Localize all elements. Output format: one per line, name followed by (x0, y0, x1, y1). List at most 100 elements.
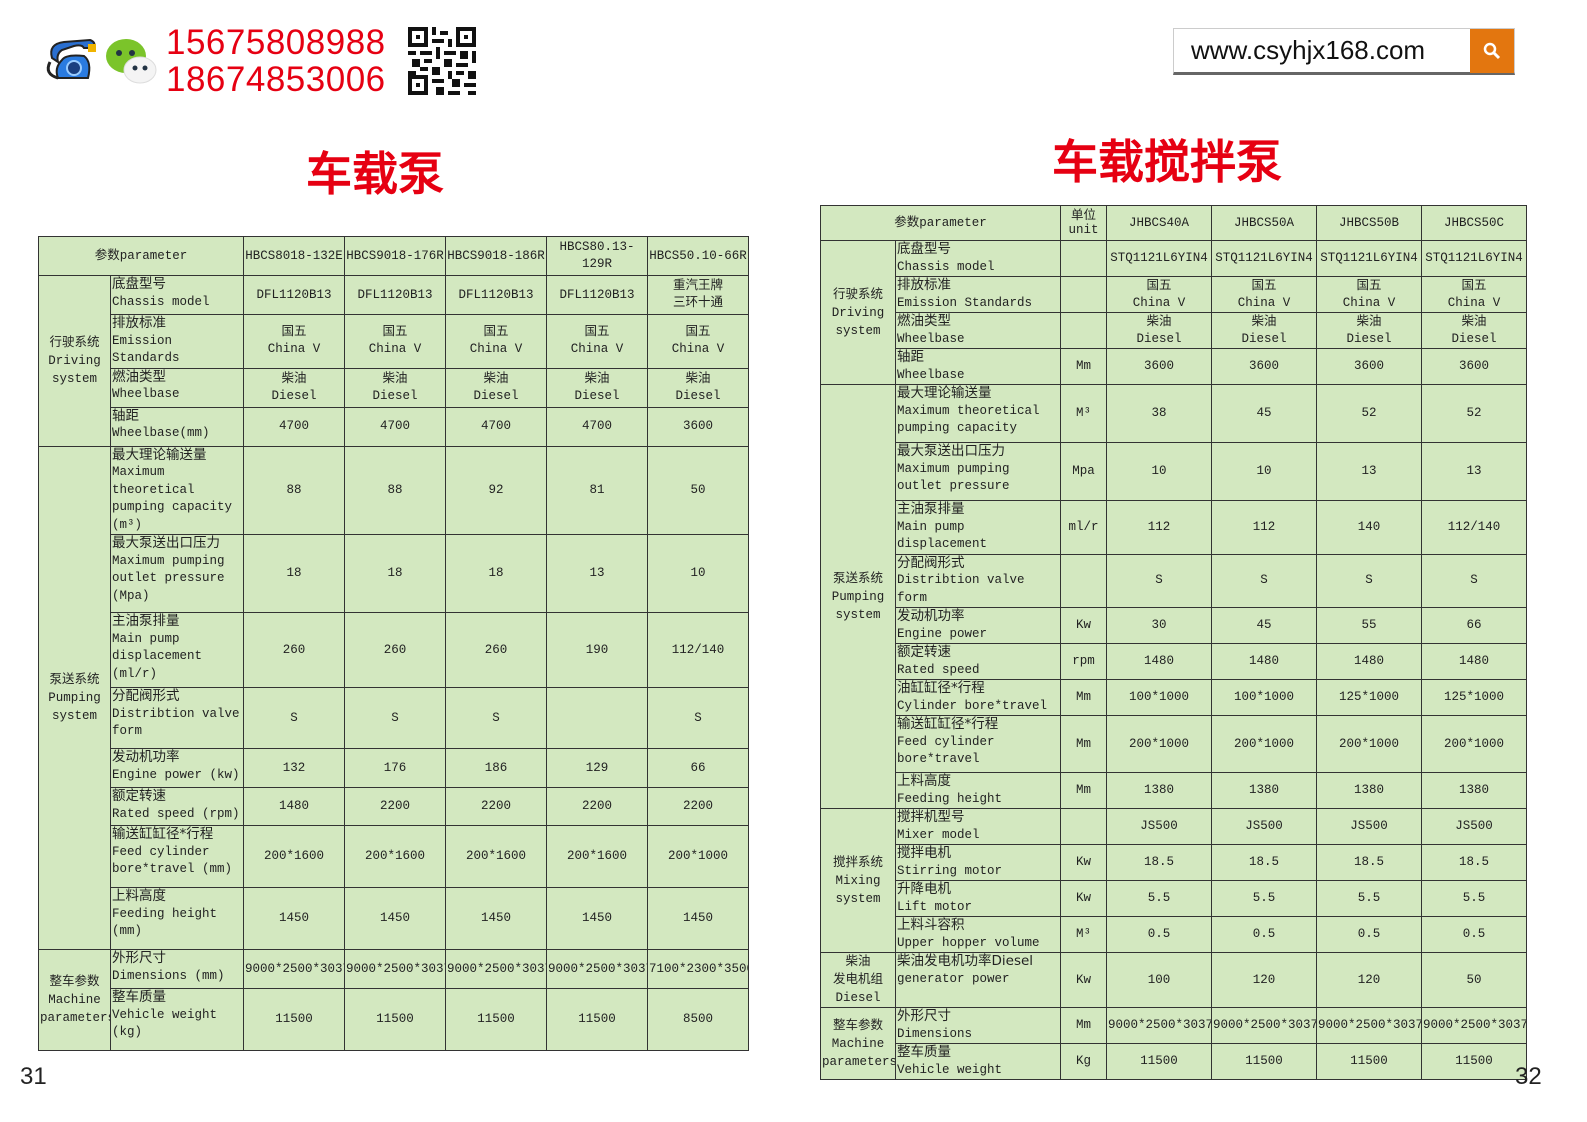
value-cell: 国五 China V (445, 314, 548, 369)
value-cell: 国五 China V (344, 314, 447, 369)
table-row: 排放标准 Emission Standards 国五 China V 国五 China… (39, 314, 750, 369)
value-cell: STQ1121L6YIN4 (1211, 240, 1318, 277)
value-cell: 18 (344, 534, 447, 613)
search-box[interactable]: www.csyhjx168.com (1173, 28, 1515, 75)
parameter-cell: 外形尺寸 Dimensions (mm) (109, 949, 245, 989)
value-cell: 176 (344, 748, 447, 788)
value-cell (546, 687, 649, 749)
parameter-en: Maximum theoretical pumping capacity (m³… (112, 465, 233, 532)
parameter-cell: 底盘型号 Chassis model (109, 275, 245, 315)
value-cell: 186 (445, 748, 548, 788)
value-cell: STQ1121L6YIN4 (1421, 240, 1528, 277)
table-row: 最大泵送出口压力 Maximum pumping outlet pressure M… (821, 442, 1528, 501)
value-cell: 0.5 (1316, 916, 1423, 953)
value-cell: 200*1000 (1106, 715, 1213, 773)
parameter-en: Rated speed (rpm) (112, 806, 240, 821)
parameter-en: Dimensions (897, 1026, 973, 1041)
value-cell: S (1421, 553, 1528, 608)
unit-cell: Kw (1060, 952, 1108, 1008)
parameter-zh: 上料高度 (897, 773, 951, 790)
parameter-en: Feed cylinder bore*travel (mm) (112, 844, 233, 877)
truck-pump-spec-table: 参数parameter HBCS8018-132E HBCS9018-176R HBC… (37, 236, 750, 1051)
value-cell: 1480 (1106, 643, 1213, 680)
parameter-en: Emission Standards (112, 333, 180, 366)
table-row: 整车参数 Machine parameters 外形尺寸 Dimensions Mm 9… (820, 1007, 1528, 1080)
value-cell: 9000*2500*3037 (1316, 1007, 1423, 1044)
value-cell: 1450 (647, 887, 750, 950)
parameter-en: Feed cylinder bore*travel (897, 734, 995, 767)
parameter-zh: 最大理论输送量 (112, 446, 207, 463)
parameter-zh: 底盘型号 (897, 241, 951, 258)
parameter-en: Stirring motor (897, 863, 1003, 878)
parameter-cell: 最大泵送出口压力 Maximum pumping outlet pressure … (109, 534, 245, 613)
table-row: 最大泵送出口压力 Maximum pumping outlet pressure … (39, 534, 750, 613)
left-title: 车载泵 (306, 147, 444, 201)
header-cell: 参数parameter (819, 205, 1062, 241)
table-row: 主油泵排量 Main pump displacement ml/r 112 112 140… (821, 500, 1528, 555)
value-cell: 11500 (1421, 1043, 1528, 1080)
value-cell: 1480 (1421, 643, 1528, 680)
parameter-zh: 底盘型号 (112, 276, 166, 293)
parameter-cell: 整车质量 Vehicle weight (kg) (109, 988, 245, 1051)
value-cell: 200*1000 (1316, 715, 1423, 773)
table-row: 输送缸缸径*行程 Feed cylinder bore*travel Mm 200*1… (821, 715, 1528, 773)
parameter-en: Distribtion valve form (897, 573, 1025, 605)
parameter-zh: 输送缸缸径*行程 (897, 716, 999, 733)
value-cell: 7100*2300*3500 (647, 949, 750, 989)
table-row: 整车质量 Vehicle weight Kg 11500 11500 11500 11500 (821, 1043, 1528, 1080)
website-url[interactable]: www.csyhjx168.com (1191, 35, 1426, 65)
parameter-en: Vehicle weight (kg) (112, 1007, 218, 1040)
parameter-zh: 额定转速 (897, 644, 951, 661)
parameter-zh: 整车质量 (112, 989, 166, 1006)
search-button[interactable] (1470, 28, 1514, 73)
right-title: 车载搅拌泵 (1052, 135, 1282, 189)
unit-cell: M³ (1060, 384, 1108, 443)
parameter-zh: 外形尺寸 (897, 1008, 951, 1025)
group-label: 泵送系统 Pumping system (820, 384, 896, 809)
value-cell: 柴油 Diesel (546, 367, 649, 408)
value-cell: 5.5 (1211, 880, 1318, 917)
parameter-cell: 分配阀形式 Distribtion valve form (894, 553, 1062, 608)
value-cell: 4700 (546, 406, 649, 447)
value-cell: 260 (445, 612, 548, 688)
value-cell: 3600 (1211, 348, 1318, 385)
parameter-zh: 最大泵送出口压力 (112, 535, 220, 552)
value-cell: 66 (1421, 607, 1528, 644)
header-cell: HBCS80.13-129R (546, 236, 649, 276)
value-cell: 0.5 (1211, 916, 1318, 953)
value-cell: 11500 (1211, 1043, 1318, 1080)
unit-cell: Mm (1060, 772, 1108, 809)
value-cell: 100*1000 (1106, 679, 1213, 716)
value-cell: 1450 (546, 887, 649, 950)
table-row: 行驶系统 Driving system 底盘型号 Chassis model DFL1… (38, 275, 750, 447)
value-cell: 1480 (243, 787, 346, 826)
value-cell: 1450 (243, 887, 346, 950)
mixer-pump-spec-table: 参数parameter 单位 unit JHBCS40A JHBCS50A JHBCS5… (819, 205, 1528, 1080)
parameter-en: Chassis model (112, 294, 210, 309)
value-cell: 3600 (1316, 348, 1423, 385)
value-cell: 120 (1316, 952, 1423, 1008)
parameter-cell: 输送缸缸径*行程 Feed cylinder bore*travel (mm) (109, 825, 245, 888)
parameter-zh: 最大理论输送量 (897, 385, 992, 402)
parameter-cell: 排放标准 Emission Standards (894, 276, 1062, 313)
unit-cell (1060, 808, 1108, 845)
value-cell: 129 (546, 748, 649, 788)
value-cell: 100*1000 (1211, 679, 1318, 716)
parameter-en: Cylinder bore*travel (897, 698, 1048, 713)
unit-cell (1060, 240, 1108, 277)
qr-code (408, 27, 476, 100)
group-label: 泵送系统 Pumping system (38, 445, 111, 950)
value-cell: 66 (647, 748, 750, 788)
parameter-cell: 最大理论输送量 Maximum theoretical pumping capac… (894, 384, 1062, 443)
value-cell: 112 (1106, 500, 1213, 555)
value-cell: 2200 (445, 787, 548, 826)
value-cell: 30 (1106, 607, 1213, 644)
parameter-cell: 额定转速 Rated speed (894, 643, 1062, 680)
unit-cell: Kw (1060, 607, 1108, 644)
value-cell: 260 (243, 612, 346, 688)
phone-number-2: 18674853006 (166, 60, 386, 99)
value-cell: 88 (243, 445, 346, 535)
value-cell: 125*1000 (1421, 679, 1528, 716)
header-cell: JHBCS50C (1421, 205, 1528, 241)
parameter-cell: 发动机功率 Engine power (kw) (109, 748, 245, 788)
